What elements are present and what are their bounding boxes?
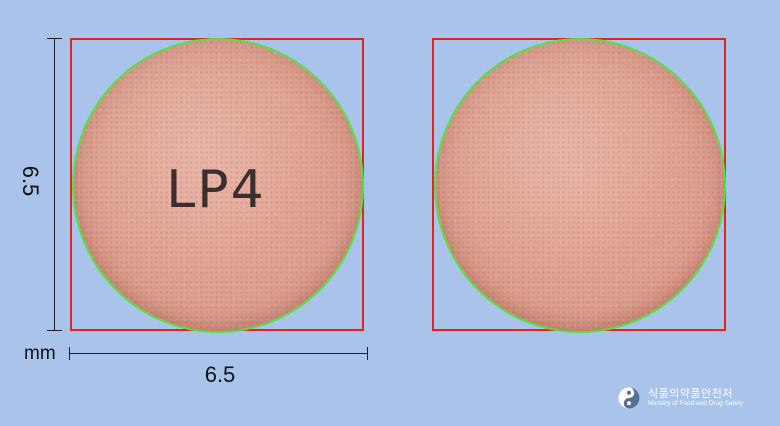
- pill-back-texture: [436, 40, 724, 331]
- width-dimension-left-tick: [69, 347, 70, 360]
- height-dimension-label: 6.5: [18, 165, 43, 197]
- height-dimension-line: [54, 38, 55, 331]
- pill-front-texture: [74, 40, 362, 331]
- pill-front-frame: LP4: [70, 38, 364, 331]
- width-dimension-label: 6.5: [204, 362, 236, 387]
- width-dimension-line: [70, 353, 367, 354]
- ministry-name-english: Ministry of Food and Drug Safety: [648, 400, 744, 407]
- ministry-emblem-icon: [618, 387, 640, 409]
- unit-label: mm: [24, 343, 56, 364]
- width-dimension-right-tick: [367, 347, 368, 360]
- pill-back-image: [436, 40, 724, 331]
- height-dimension-bottom-tick: [47, 330, 62, 331]
- ministry-name-korean: 식품의약품안전처: [648, 388, 733, 400]
- pill-back-frame: [432, 38, 726, 331]
- ministry-logo: 식품의약품안전처 Ministry of Food and Drug Safet…: [618, 385, 768, 415]
- pill-front-imprint: LP4: [166, 160, 266, 220]
- pill-front-image: LP4: [74, 40, 362, 331]
